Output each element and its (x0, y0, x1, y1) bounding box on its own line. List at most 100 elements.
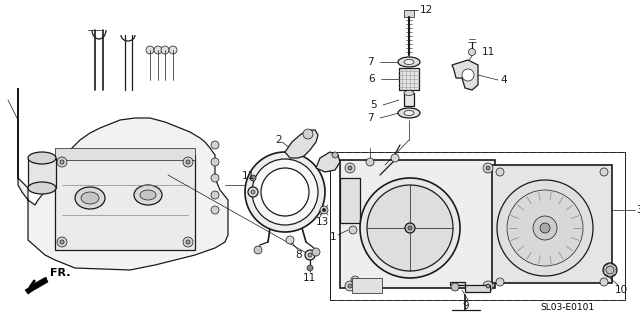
Circle shape (603, 263, 617, 277)
Circle shape (483, 281, 493, 291)
Circle shape (468, 48, 476, 56)
Polygon shape (18, 88, 228, 270)
Circle shape (286, 236, 294, 244)
Circle shape (405, 223, 415, 233)
Circle shape (451, 283, 459, 291)
Circle shape (183, 157, 193, 167)
Polygon shape (316, 152, 340, 172)
Circle shape (600, 278, 608, 286)
Circle shape (57, 237, 67, 247)
Circle shape (245, 152, 325, 232)
Circle shape (186, 240, 190, 244)
Circle shape (320, 206, 328, 214)
Polygon shape (604, 263, 616, 277)
Ellipse shape (398, 57, 420, 67)
Text: 6: 6 (368, 74, 374, 84)
Circle shape (211, 191, 219, 199)
Circle shape (211, 174, 219, 182)
Text: 9: 9 (462, 301, 468, 311)
Circle shape (186, 160, 190, 164)
Text: 11: 11 (242, 171, 255, 181)
Circle shape (348, 284, 352, 288)
Text: 5: 5 (370, 100, 376, 110)
Circle shape (248, 187, 258, 197)
Circle shape (323, 209, 326, 211)
Circle shape (497, 180, 593, 276)
Bar (404, 93, 414, 106)
Circle shape (261, 168, 309, 216)
Circle shape (600, 168, 608, 176)
Ellipse shape (404, 91, 414, 95)
Text: 3: 3 (636, 205, 640, 215)
Ellipse shape (28, 152, 56, 164)
Circle shape (250, 175, 256, 181)
Ellipse shape (404, 60, 414, 64)
Circle shape (305, 250, 315, 260)
Ellipse shape (398, 108, 420, 118)
Text: 1: 1 (330, 232, 337, 242)
Circle shape (345, 163, 355, 173)
Circle shape (606, 266, 614, 274)
Circle shape (308, 253, 312, 257)
Circle shape (154, 46, 162, 54)
Circle shape (367, 185, 453, 271)
Text: 10: 10 (615, 285, 628, 295)
Circle shape (486, 284, 490, 288)
Circle shape (366, 158, 374, 166)
Circle shape (312, 248, 320, 256)
Circle shape (408, 226, 412, 230)
Circle shape (252, 159, 318, 225)
Circle shape (307, 265, 313, 271)
Text: 12: 12 (420, 5, 433, 15)
Polygon shape (452, 60, 478, 90)
Circle shape (496, 168, 504, 176)
Polygon shape (450, 282, 490, 292)
Bar (330, 152, 625, 300)
Polygon shape (285, 130, 318, 158)
Circle shape (57, 157, 67, 167)
Circle shape (146, 46, 154, 54)
Circle shape (303, 129, 313, 139)
Circle shape (496, 278, 504, 286)
Text: 8: 8 (295, 250, 301, 260)
Circle shape (332, 152, 338, 158)
Text: 2: 2 (275, 135, 282, 145)
Text: 7: 7 (367, 57, 374, 67)
Text: 13: 13 (316, 217, 329, 227)
Circle shape (507, 190, 583, 266)
Text: SL03-E0101: SL03-E0101 (540, 302, 594, 311)
Circle shape (540, 223, 550, 233)
Circle shape (161, 46, 169, 54)
Text: FR.: FR. (50, 268, 70, 278)
Ellipse shape (134, 185, 162, 205)
Circle shape (351, 276, 359, 284)
Circle shape (211, 158, 219, 166)
Circle shape (183, 237, 193, 247)
Circle shape (486, 166, 490, 170)
Bar (28, 158, 56, 188)
Circle shape (483, 163, 493, 173)
Ellipse shape (140, 190, 156, 200)
Circle shape (533, 216, 557, 240)
Circle shape (60, 240, 64, 244)
Circle shape (345, 281, 355, 291)
Circle shape (254, 246, 262, 254)
Bar (340, 178, 360, 223)
Text: 4: 4 (500, 75, 507, 85)
Bar (404, 10, 414, 17)
Bar (340, 160, 495, 288)
Circle shape (349, 226, 357, 234)
Bar (55, 148, 195, 160)
Circle shape (169, 46, 177, 54)
Text: 11: 11 (303, 273, 316, 283)
Circle shape (251, 190, 255, 194)
Ellipse shape (75, 187, 105, 209)
Text: 7: 7 (367, 113, 374, 123)
Bar (399, 68, 419, 90)
Bar (492, 165, 612, 283)
Bar (352, 278, 382, 293)
Circle shape (462, 69, 474, 81)
Bar (55, 155, 195, 250)
Polygon shape (25, 278, 48, 294)
Circle shape (348, 166, 352, 170)
